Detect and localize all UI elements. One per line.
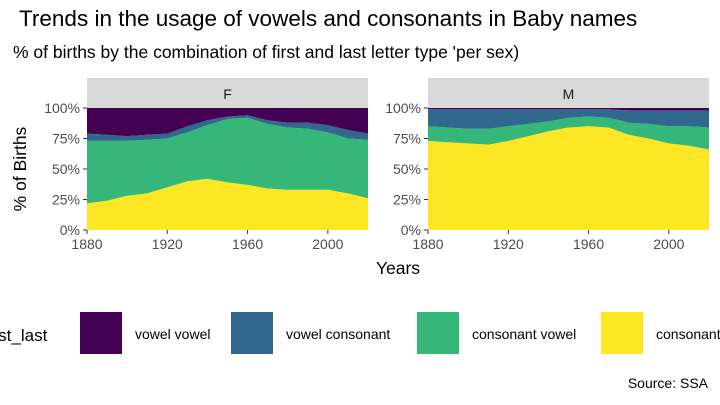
legend-title: first_last bbox=[0, 326, 48, 345]
x-tick-label: 1960 bbox=[573, 236, 604, 252]
chart-subtitle: % of births by the combination of first … bbox=[13, 42, 520, 62]
y-tick-label: 0% bbox=[60, 222, 80, 238]
area-series-group-m bbox=[428, 108, 709, 230]
y-tick-label: 50% bbox=[52, 161, 80, 177]
facet-strip-label-m: M bbox=[563, 86, 575, 102]
y-axis-title: % of Births bbox=[10, 126, 30, 211]
facet-panel-f: F 0% 25% 50% 75% 100% 1880 1920 1960 2000 bbox=[44, 78, 368, 252]
area-vowel-vowel-f bbox=[87, 108, 368, 137]
y-tick-label: 25% bbox=[52, 192, 80, 208]
legend-swatch bbox=[80, 312, 122, 354]
area-vowel-vowel-m bbox=[428, 108, 709, 111]
x-tick-label: 2000 bbox=[312, 236, 343, 252]
y-axis-f: 0% 25% 50% 75% 100% bbox=[44, 100, 87, 238]
x-tick-label: 1920 bbox=[493, 236, 524, 252]
faceted-area-chart: F 0% 25% 50% 75% 100% 1880 1920 1960 2000 M 0% 2… bbox=[10, 78, 709, 278]
x-axis-m: 1880 1920 1960 2000 bbox=[412, 230, 685, 252]
area-consonant-vowel-m bbox=[428, 116, 709, 150]
area-vowel-consonant-f bbox=[87, 115, 368, 141]
area-series-group-f bbox=[87, 108, 368, 230]
x-axis-f: 1880 1920 1960 2000 bbox=[71, 230, 344, 252]
y-axis-m: 0% 25% 50% 75% 100% bbox=[385, 100, 428, 238]
area-consonant-vowel-f bbox=[87, 117, 368, 204]
chart-title: Trends in the usage of vowels and conson… bbox=[19, 6, 638, 31]
legend-swatch bbox=[601, 312, 643, 354]
legend-swatch bbox=[231, 312, 273, 354]
x-axis-title: Years bbox=[376, 258, 420, 278]
y-tick-label: 100% bbox=[385, 100, 421, 116]
facet-panel-m: M 0% 25% 50% 75% 100% 1880 1920 1960 2000 bbox=[385, 78, 709, 252]
area-vowel-consonant-m bbox=[428, 109, 709, 129]
x-tick-label: 1880 bbox=[412, 236, 443, 252]
source-caption: Source: SSA bbox=[627, 375, 708, 391]
x-tick-label: 1880 bbox=[71, 236, 102, 252]
legend: first_last vowel vowel vowel consonant c… bbox=[0, 312, 720, 356]
legend-label: vowel vowel bbox=[135, 326, 211, 342]
y-tick-label: 75% bbox=[393, 131, 421, 147]
area-consonant-consonant-m bbox=[428, 126, 709, 230]
x-tick-label: 1920 bbox=[152, 236, 183, 252]
y-tick-label: 100% bbox=[44, 100, 80, 116]
legend-label: vowel consonant bbox=[286, 326, 391, 342]
area-consonant-consonant-f bbox=[87, 178, 368, 230]
y-tick-label: 75% bbox=[52, 131, 80, 147]
x-tick-label: 2000 bbox=[653, 236, 684, 252]
y-tick-label: 50% bbox=[393, 161, 421, 177]
facet-strip-f bbox=[87, 78, 368, 108]
y-tick-label: 25% bbox=[393, 192, 421, 208]
facet-strip-label-f: F bbox=[223, 86, 232, 102]
y-tick-label: 0% bbox=[401, 222, 421, 238]
legend-label: consonant consonant bbox=[656, 326, 720, 342]
legend-label: consonant vowel bbox=[472, 326, 577, 342]
facet-strip-m bbox=[428, 78, 709, 108]
x-tick-label: 1960 bbox=[232, 236, 263, 252]
legend-swatch bbox=[417, 312, 459, 354]
